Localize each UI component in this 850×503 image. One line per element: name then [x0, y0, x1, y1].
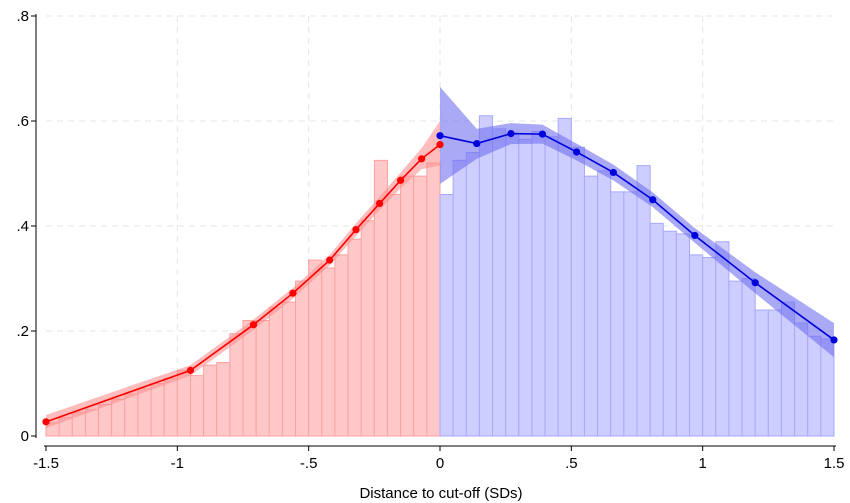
- bar-right-11: [583, 175, 599, 437]
- bar-right-1: [452, 159, 467, 437]
- fit-point-left-7: [397, 176, 405, 184]
- bar-left-9: [163, 377, 178, 437]
- bar-right-5: [505, 133, 520, 437]
- bar-right-8: [544, 136, 559, 437]
- fit-point-left-3: [289, 289, 297, 297]
- bar-left-20: [308, 259, 323, 437]
- bar-left-11: [189, 375, 205, 437]
- x-tick-label-6: 1.5: [824, 455, 845, 472]
- fit-point-right-9: [830, 336, 838, 344]
- bar-left-4: [98, 404, 113, 437]
- x-tick-label-4: .5: [565, 455, 578, 472]
- fit-points: [42, 130, 838, 426]
- fit-point-right-4: [572, 148, 581, 156]
- histogram-bars: [45, 115, 835, 437]
- x-axis-title: Distance to cut-off (SDs): [359, 485, 522, 502]
- bar-left-6: [124, 393, 139, 437]
- fit-line-left: [45, 143, 441, 423]
- fit-point-left-6: [375, 199, 384, 208]
- bar-left-8: [150, 383, 165, 437]
- bar-left-17: [268, 306, 283, 437]
- bar-right-12: [597, 170, 612, 437]
- fit-point-left-2: [249, 321, 258, 329]
- bar-right-14: [623, 191, 638, 437]
- bar-left-5: [111, 398, 126, 437]
- bar-right-2: [465, 152, 480, 437]
- fit-point-right-0: [436, 132, 444, 140]
- bar-right-22: [728, 280, 743, 437]
- bar-left-12: [203, 364, 218, 437]
- bar-right-18: [675, 233, 691, 437]
- bar-left-23: [347, 238, 362, 437]
- axes: 0 .2 .4 .6 .8 -1.5 -1 -.5 0 .5 1 1.5: [16, 8, 844, 472]
- fit-point-left-9: [436, 141, 444, 149]
- bar-left-27: [400, 175, 415, 437]
- bar-right-16: [649, 222, 664, 437]
- bar-right-21: [715, 241, 730, 437]
- bar-right-13: [610, 191, 625, 437]
- bar-left-10: [176, 369, 191, 437]
- bar-right-28: [807, 335, 822, 437]
- bar-right-20: [702, 257, 717, 437]
- bar-right-23: [741, 278, 756, 437]
- bar-left-26: [386, 194, 402, 437]
- bar-left-7: [137, 388, 152, 437]
- bar-right-6: [518, 138, 533, 437]
- fit-point-left-5: [352, 226, 360, 234]
- fit-point-right-2: [507, 130, 515, 138]
- y-tick-label-1: .2: [16, 323, 29, 340]
- y-tick-label-2: .4: [16, 218, 29, 235]
- fit-point-right-8: [751, 279, 759, 287]
- y-tick-label-0: 0: [21, 428, 29, 445]
- fit-point-left-8: [418, 155, 426, 163]
- bar-right-24: [754, 309, 769, 437]
- bar-right-17: [662, 230, 677, 437]
- fit-point-right-5: [609, 168, 617, 177]
- bar-right-0: [439, 194, 454, 437]
- fit-point-right-1: [473, 139, 481, 148]
- bar-left-15: [242, 320, 257, 437]
- fit-line-right: [439, 132, 835, 341]
- bar-left-16: [255, 320, 270, 437]
- bar-left-13: [216, 362, 231, 437]
- fit-point-left-4: [326, 256, 334, 264]
- bar-left-19: [295, 280, 310, 437]
- bar-right-10: [570, 146, 585, 437]
- fit-point-right-7: [691, 231, 699, 240]
- bar-left-3: [84, 409, 100, 437]
- bar-left-22: [334, 254, 349, 437]
- bar-right-9: [557, 117, 572, 437]
- x-tick-label-0: -1.5: [33, 455, 59, 472]
- x-tick-label-3: 0: [436, 455, 444, 472]
- bar-left-28: [413, 175, 428, 437]
- y-tick-label-3: .6: [16, 113, 29, 130]
- bar-left-24: [360, 220, 375, 437]
- x-tick-label-1: -1: [171, 455, 184, 472]
- bar-right-25: [767, 309, 782, 437]
- bar-right-27: [794, 322, 809, 437]
- bar-left-14: [229, 333, 244, 437]
- bar-right-15: [636, 165, 651, 437]
- fit-lines: [45, 132, 835, 423]
- fit-point-left-1: [186, 366, 195, 374]
- x-tick-label-2: -.5: [300, 455, 318, 472]
- x-tick-label-5: 1: [698, 455, 706, 472]
- bar-right-19: [689, 254, 704, 437]
- bar-left-29: [426, 162, 441, 437]
- bar-right-3: [478, 115, 494, 437]
- bar-right-7: [531, 131, 546, 437]
- y-tick-label-4: .8: [16, 8, 29, 25]
- fit-point-left-0: [42, 418, 50, 426]
- bar-left-21: [321, 267, 336, 437]
- fit-point-right-3: [538, 130, 547, 138]
- bar-right-4: [492, 128, 507, 437]
- bar-left-18: [281, 301, 297, 437]
- fit-point-right-6: [649, 196, 657, 204]
